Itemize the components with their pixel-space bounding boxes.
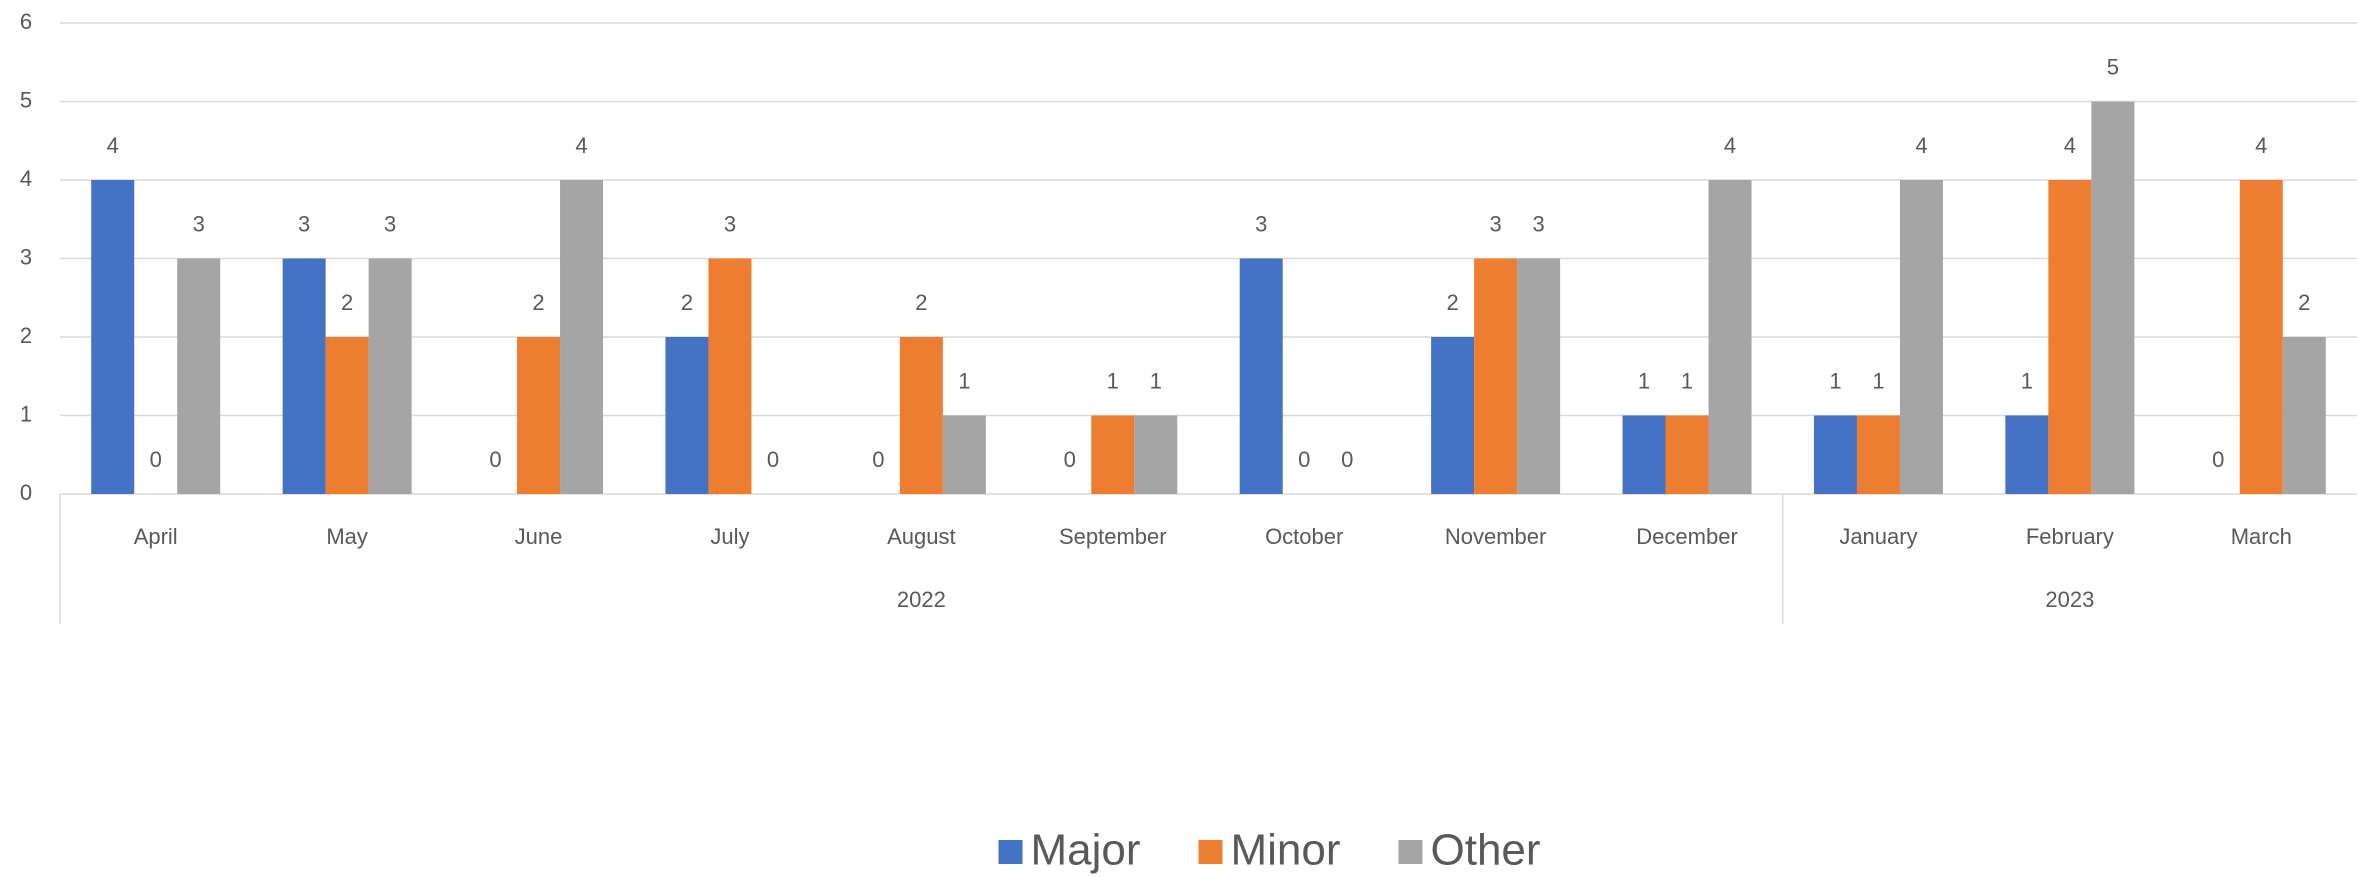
bar bbox=[1134, 415, 1178, 494]
bar bbox=[1708, 180, 1752, 494]
data-label: 4 bbox=[1915, 133, 1927, 158]
data-label: 4 bbox=[575, 133, 587, 158]
legend-label: Major bbox=[1031, 826, 1141, 875]
bar bbox=[665, 337, 709, 494]
bar bbox=[2282, 337, 2326, 494]
legend-swatch bbox=[1398, 840, 1423, 864]
x-tick-label: August bbox=[887, 524, 956, 549]
data-label: 4 bbox=[1724, 133, 1736, 158]
data-label: 2 bbox=[915, 290, 927, 315]
data-label: 0 bbox=[767, 447, 779, 472]
bar bbox=[708, 258, 752, 494]
legend-swatch bbox=[998, 840, 1023, 864]
x-tick-label: January bbox=[1839, 524, 1917, 549]
x-tick-label: March bbox=[2231, 524, 2292, 549]
y-tick-label: 3 bbox=[20, 244, 32, 269]
data-label: 4 bbox=[2064, 133, 2076, 158]
data-label: 1 bbox=[1681, 368, 1693, 393]
y-tick-label: 0 bbox=[20, 480, 32, 505]
x-tick-label: June bbox=[515, 524, 563, 549]
bar bbox=[1856, 415, 1900, 494]
data-label: 4 bbox=[107, 133, 119, 158]
x-tick-label: October bbox=[1265, 524, 1343, 549]
data-label: 2 bbox=[532, 290, 544, 315]
data-label: 3 bbox=[384, 211, 396, 236]
data-label: 3 bbox=[1533, 211, 1545, 236]
bar bbox=[1622, 415, 1666, 494]
bar bbox=[1431, 337, 1475, 494]
bar bbox=[1239, 258, 1283, 494]
bar bbox=[2091, 101, 2135, 494]
data-label: 1 bbox=[1150, 368, 1162, 393]
bar bbox=[1813, 415, 1857, 494]
data-label: 0 bbox=[1298, 447, 1310, 472]
y-tick-label: 2 bbox=[20, 323, 32, 348]
bar bbox=[282, 258, 326, 494]
bar bbox=[1474, 258, 1518, 494]
y-tick-label: 4 bbox=[20, 166, 32, 191]
data-label: 0 bbox=[2212, 447, 2224, 472]
bar bbox=[2005, 415, 2049, 494]
bar bbox=[1665, 415, 1709, 494]
bar bbox=[1517, 258, 1561, 494]
bar bbox=[517, 337, 561, 494]
x-tick-label: April bbox=[134, 524, 178, 549]
legend-label: Minor bbox=[1231, 826, 1341, 875]
x-tick-label: May bbox=[326, 524, 368, 549]
x-tick-label: September bbox=[1059, 524, 1167, 549]
x-tick-label: November bbox=[1445, 524, 1546, 549]
bar bbox=[1091, 415, 1135, 494]
group-label: 2022 bbox=[897, 587, 946, 612]
data-label: 1 bbox=[1107, 368, 1119, 393]
data-label: 1 bbox=[958, 368, 970, 393]
bar bbox=[1899, 180, 1943, 494]
data-label: 3 bbox=[298, 211, 310, 236]
data-label: 1 bbox=[1872, 368, 1884, 393]
data-label: 2 bbox=[341, 290, 353, 315]
y-tick-label: 5 bbox=[20, 87, 32, 112]
y-tick-label: 1 bbox=[20, 401, 32, 426]
legend-label: Other bbox=[1431, 826, 1541, 875]
bar bbox=[368, 258, 412, 494]
x-tick-label: December bbox=[1636, 524, 1737, 549]
bar bbox=[325, 337, 369, 494]
data-label: 5 bbox=[2107, 54, 2119, 79]
bar bbox=[899, 337, 943, 494]
data-label: 0 bbox=[150, 447, 162, 472]
data-label: 0 bbox=[1341, 447, 1353, 472]
data-label: 3 bbox=[724, 211, 736, 236]
bar bbox=[91, 180, 135, 494]
data-label: 4 bbox=[2255, 133, 2267, 158]
data-label: 1 bbox=[2021, 368, 2033, 393]
data-label: 1 bbox=[1829, 368, 1841, 393]
x-tick-label: February bbox=[2026, 524, 2114, 549]
y-tick-label: 6 bbox=[20, 9, 32, 34]
group-label: 2023 bbox=[2045, 587, 2094, 612]
data-label: 0 bbox=[489, 447, 501, 472]
bar bbox=[2048, 180, 2092, 494]
x-tick-label: July bbox=[710, 524, 749, 549]
data-label: 3 bbox=[193, 211, 205, 236]
data-label: 1 bbox=[1638, 368, 1650, 393]
data-label: 3 bbox=[1255, 211, 1267, 236]
bar bbox=[2239, 180, 2283, 494]
data-label: 3 bbox=[1490, 211, 1502, 236]
bar bbox=[177, 258, 221, 494]
data-label: 2 bbox=[681, 290, 693, 315]
legend-swatch bbox=[1198, 840, 1223, 864]
data-label: 2 bbox=[1447, 290, 1459, 315]
bar bbox=[942, 415, 986, 494]
data-label: 2 bbox=[2298, 290, 2310, 315]
data-label: 0 bbox=[1064, 447, 1076, 472]
data-label: 0 bbox=[872, 447, 884, 472]
bar bbox=[560, 180, 604, 494]
